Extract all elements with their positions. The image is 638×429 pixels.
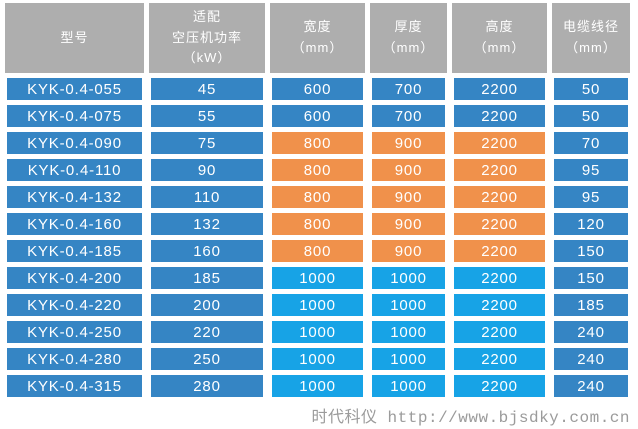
cell-power: 160 xyxy=(151,240,263,262)
cell-cable: 120 xyxy=(554,213,628,235)
cell-cable: 185 xyxy=(554,294,628,316)
cell-power: 185 xyxy=(151,267,263,289)
cell-thickness: 900 xyxy=(372,213,445,235)
cell-width: 800 xyxy=(272,213,363,235)
cell-width: 800 xyxy=(272,240,363,262)
cell-power: 132 xyxy=(151,213,263,235)
cell-width: 1000 xyxy=(272,294,363,316)
cell-cable: 70 xyxy=(554,132,628,154)
cell-cable: 95 xyxy=(554,159,628,181)
cell-model: KYK-0.4-110 xyxy=(7,159,142,181)
cell-width: 800 xyxy=(272,132,363,154)
header-cell-cable: 电缆线径 （mm） xyxy=(552,3,630,73)
cell-cable: 50 xyxy=(554,78,628,100)
header-cell-model: 型号 xyxy=(5,3,144,73)
cell-cable: 95 xyxy=(554,186,628,208)
cell-model: KYK-0.4-250 xyxy=(7,321,142,343)
cell-thickness: 1000 xyxy=(372,348,445,370)
cell-thickness: 900 xyxy=(372,132,445,154)
cell-cable: 240 xyxy=(554,348,628,370)
cell-model: KYK-0.4-055 xyxy=(7,78,142,100)
cell-cable: 240 xyxy=(554,321,628,343)
cell-power: 45 xyxy=(151,78,263,100)
cell-thickness: 1000 xyxy=(372,321,445,343)
watermark-text: 时代科仪 http://www.bjsdky.com.cn xyxy=(311,409,630,427)
cell-model: KYK-0.4-090 xyxy=(7,132,142,154)
cell-cable: 50 xyxy=(554,105,628,127)
cell-width: 600 xyxy=(272,105,363,127)
cell-model: KYK-0.4-132 xyxy=(7,186,142,208)
cell-power: 90 xyxy=(151,159,263,181)
cell-power: 55 xyxy=(151,105,263,127)
cell-model: KYK-0.4-315 xyxy=(7,375,142,397)
cell-thickness: 900 xyxy=(372,240,445,262)
cell-height: 2200 xyxy=(454,267,545,289)
cell-model: KYK-0.4-075 xyxy=(7,105,142,127)
cell-height: 2200 xyxy=(454,78,545,100)
cell-width: 1000 xyxy=(272,267,363,289)
cell-thickness: 1000 xyxy=(372,267,445,289)
cell-height: 2200 xyxy=(454,159,545,181)
cell-height: 2200 xyxy=(454,240,545,262)
cell-power: 110 xyxy=(151,186,263,208)
cell-width: 600 xyxy=(272,78,363,100)
cell-height: 2200 xyxy=(454,321,545,343)
cell-width: 1000 xyxy=(272,321,363,343)
cell-thickness: 900 xyxy=(372,186,445,208)
cell-width: 800 xyxy=(272,186,363,208)
cell-height: 2200 xyxy=(454,132,545,154)
cell-power: 220 xyxy=(151,321,263,343)
cell-model: KYK-0.4-280 xyxy=(7,348,142,370)
cell-height: 2200 xyxy=(454,348,545,370)
cell-width: 1000 xyxy=(272,375,363,397)
cell-height: 2200 xyxy=(454,213,545,235)
cell-cable: 150 xyxy=(554,267,628,289)
cell-width: 800 xyxy=(272,159,363,181)
cell-height: 2200 xyxy=(454,294,545,316)
cell-thickness: 1000 xyxy=(372,294,445,316)
cell-height: 2200 xyxy=(454,186,545,208)
cell-thickness: 900 xyxy=(372,159,445,181)
spec-table: 型号 适配 空压机功率 （kW） 宽度 （mm） 厚度 （mm） 高度 （mm）… xyxy=(5,3,633,397)
header-cell-power: 适配 空压机功率 （kW） xyxy=(149,3,265,73)
cell-power: 280 xyxy=(151,375,263,397)
header-cell-height: 高度 （mm） xyxy=(452,3,547,73)
cell-cable: 240 xyxy=(554,375,628,397)
cell-thickness: 700 xyxy=(372,78,445,100)
cell-width: 1000 xyxy=(272,348,363,370)
cell-thickness: 700 xyxy=(372,105,445,127)
cell-model: KYK-0.4-185 xyxy=(7,240,142,262)
cell-model: KYK-0.4-200 xyxy=(7,267,142,289)
cell-power: 75 xyxy=(151,132,263,154)
header-cell-thickness: 厚度 （mm） xyxy=(370,3,447,73)
cell-height: 2200 xyxy=(454,375,545,397)
cell-height: 2200 xyxy=(454,105,545,127)
cell-power: 200 xyxy=(151,294,263,316)
cell-model: KYK-0.4-220 xyxy=(7,294,142,316)
cell-cable: 150 xyxy=(554,240,628,262)
cell-power: 250 xyxy=(151,348,263,370)
header-cell-width: 宽度 （mm） xyxy=(270,3,365,73)
cell-model: KYK-0.4-160 xyxy=(7,213,142,235)
cell-thickness: 1000 xyxy=(372,375,445,397)
